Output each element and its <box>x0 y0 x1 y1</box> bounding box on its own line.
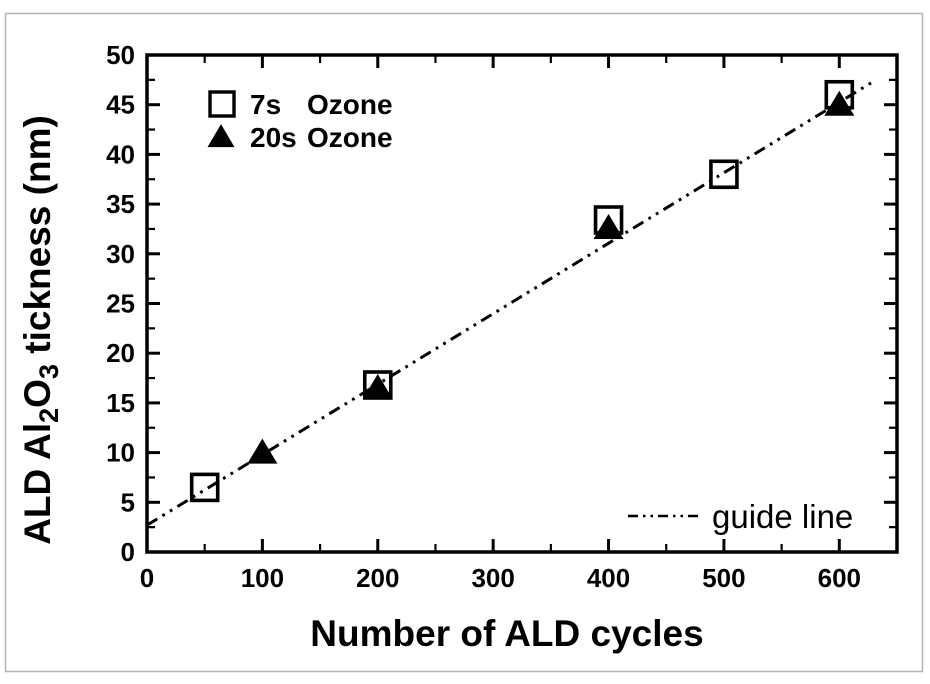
data-point-filled-triangle <box>362 373 393 399</box>
y-tick-label: 0 <box>121 537 135 567</box>
figure-border <box>4 12 924 673</box>
y-tick-label: 25 <box>106 289 135 319</box>
data-point-filled-triangle <box>247 438 278 464</box>
data-point-filled-triangle <box>593 213 624 239</box>
x-tick-label: 300 <box>471 563 514 593</box>
data-point-filled-triangle <box>824 90 855 116</box>
y-tick-label: 45 <box>106 90 135 120</box>
legend-open-square-marker <box>208 90 236 118</box>
x-tick-label: 200 <box>356 563 399 593</box>
legend-time-label: 7s <box>250 89 281 120</box>
y-axis-title: ALD Al2O3 tickness (nm) <box>17 115 64 545</box>
data-point-open-square <box>189 472 220 503</box>
y-tick-label: 10 <box>106 438 135 468</box>
data-point-open-square <box>709 159 739 190</box>
y-tick-label: 5 <box>121 487 135 517</box>
y-tick-label: 50 <box>106 40 135 70</box>
x-axis-title: Number of ALD cycles <box>310 613 703 654</box>
x-tick-label: 400 <box>587 563 630 593</box>
y-tick-label: 30 <box>106 239 135 269</box>
y-tick-label: 15 <box>106 388 135 418</box>
x-tick-label: 100 <box>241 563 284 593</box>
y-tick-label: 40 <box>106 139 135 169</box>
legend-time-label: 20s <box>250 122 297 153</box>
guide-line-legend-label: guide line <box>712 498 853 535</box>
legend-filled-triangle-marker <box>207 124 235 148</box>
x-tick-label: 0 <box>140 563 154 593</box>
x-tick-label: 600 <box>818 563 861 593</box>
legend-gas-label: Ozone <box>307 89 393 120</box>
x-tick-label: 500 <box>702 563 745 593</box>
y-tick-label: 20 <box>106 338 135 368</box>
y-tick-label: 35 <box>106 189 135 219</box>
legend-gas-label: Ozone <box>307 122 393 153</box>
